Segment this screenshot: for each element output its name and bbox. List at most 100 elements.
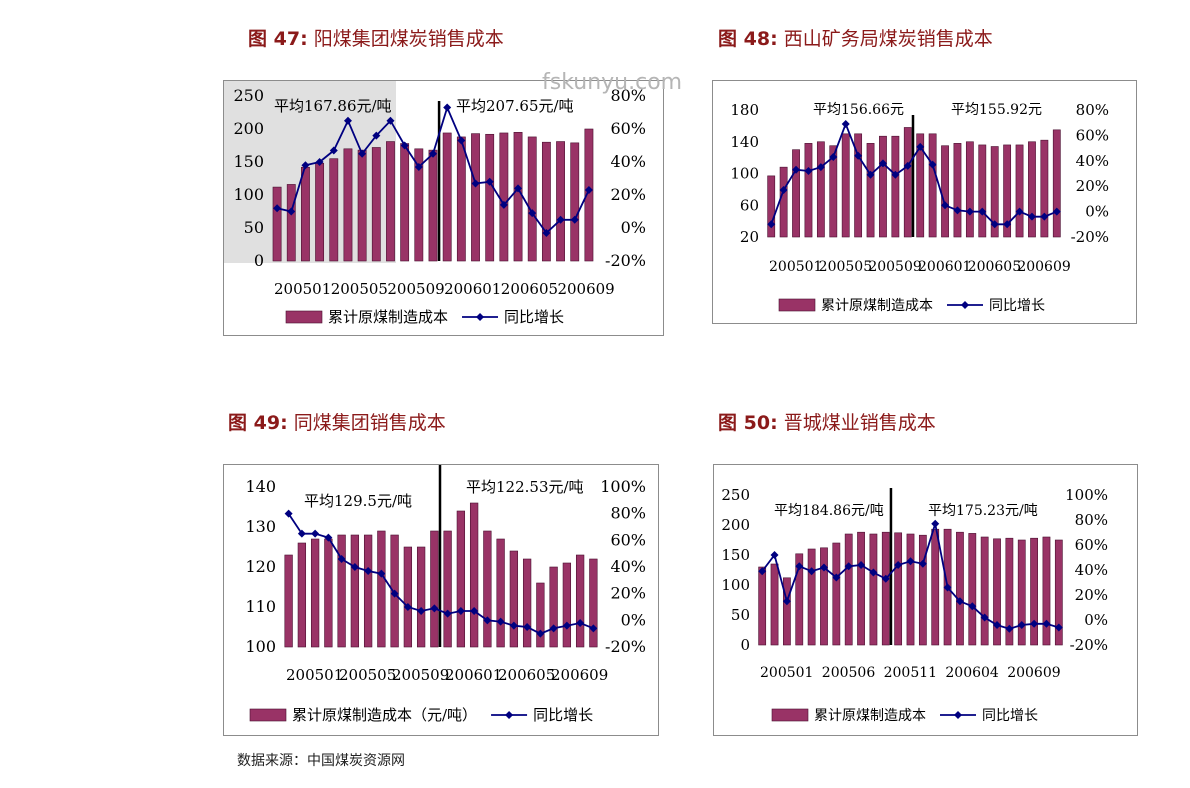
bar-cost [357,149,367,262]
x-tick-label: 200605 [501,280,558,298]
bar-cost [783,577,791,646]
bar-cost [1030,537,1038,646]
y2-tick-label: 60% [610,530,646,549]
bar-cost [879,135,887,238]
chart-49-plot: 100 110 120 130 140 -20% 0% 20% 40% 60% 80% 100% 平均1… [245,465,646,724]
line-point-marker [443,103,452,112]
legend-marker [476,313,485,321]
y2-tick-label: -20% [1071,228,1109,246]
x-tick-label: 200506 [822,665,876,681]
line-point-marker [832,573,841,582]
line-point-marker [906,557,915,566]
bar-cost [990,146,999,238]
line-point-marker [857,561,866,569]
figure-name: 西山矿务局煤炭销售成本 [783,28,993,50]
line-point-marker [430,604,439,613]
bar-cost [430,530,439,648]
x-tick-label: 200605 [498,666,555,684]
bar-cost [329,158,339,262]
y2-tick-label: 0% [621,610,646,629]
line-point-marker [324,533,333,542]
source-note: 数据来源：中国煤炭资源网 [237,753,405,769]
line-point-marker [496,617,505,626]
chart-panel-47: 0 50 100 150 200 250 -20% 0% 20% 40% 60% 80% 平均167.8… [223,80,664,336]
x-tick-label: 200605 [968,259,1021,275]
legend-label-growth: 同比增长 [989,298,1045,314]
bar-cost [371,147,381,262]
line-point-marker [1017,621,1026,629]
x-tick-label: 200501 [286,666,343,684]
bar-cost [1003,144,1012,238]
bar-cost [891,135,900,238]
bar-cost [795,553,804,646]
line-point-marker [1052,207,1061,216]
bar-cost [301,166,310,262]
bar-cost [832,542,841,646]
bar-cost [286,184,296,262]
y2-tick-label: 20% [610,584,646,603]
line-point-marker [364,567,373,575]
x-tick-label: 200505 [339,666,396,684]
line-point-marker [311,529,320,538]
chart-title-47: 图 47: 阳煤集团煤炭销售成本 [248,28,504,50]
average-annotation: 平均167.86元/吨 [274,97,392,115]
y2-tick-label: 80% [1076,101,1109,119]
x-tick-label: 200609 [1007,665,1060,681]
y-tick-label: 0 [254,251,264,270]
legend-label-cost: 累计原煤制造成本 [821,298,933,314]
legend-label-cost: 累计原煤制造成本 [328,308,448,326]
bar-cost [1028,141,1036,238]
bar-cost [527,136,537,262]
line-point-marker [301,161,310,170]
line-point-marker [514,184,523,193]
line-point-marker [841,119,850,128]
line-point-marker [854,151,863,160]
line-point-marker [483,616,492,625]
y-tick-label: 100 [721,576,750,594]
line-point-marker [993,621,1002,629]
line-point-marker [403,603,412,611]
line-point-marker [1042,619,1051,628]
bar-cost [377,530,386,648]
chart-panel-48: 20 60 100 140 180 -20% 0% 20% 40% 60% 80% 平均156.66元… [712,80,1137,324]
chart-title-50: 图 50: 晋城煤业销售成本 [718,412,936,434]
bar-cost [844,533,853,646]
average-annotation: 平均207.65元/吨 [456,97,574,115]
bar-cost [541,141,551,262]
bar-cost [549,566,558,648]
y2-tick-label: 0% [621,218,646,237]
figure-name: 同煤集团销售成本 [293,412,446,434]
bar-cost [310,538,320,648]
line-point-marker [570,215,579,224]
line-point-marker [329,146,338,155]
line-point-marker [931,519,940,528]
line-point-marker [1027,212,1036,221]
legend-marker [954,711,962,719]
line-point-marker [891,170,900,179]
bar-cost [575,554,585,648]
x-tick-label: 200601 [918,259,971,275]
y-tick-label: 100 [730,165,759,183]
line-point-marker [918,559,927,568]
y-tick-label: 110 [245,597,276,616]
line-point-marker [386,116,395,125]
bar-cost [841,133,850,238]
line-point-marker [792,165,801,174]
bar-cost [536,582,545,648]
y-tick-label: 50 [244,218,264,237]
y2-tick-label: 100% [600,477,646,496]
line-point-marker [414,162,423,171]
line-point-marker [903,161,912,170]
line-point-marker [523,623,532,631]
bar-cost [779,166,788,238]
y-tick-label: 130 [245,517,276,536]
y-tick-label: 200 [721,516,750,534]
line-point-marker [866,170,875,179]
line-point-marker [1030,619,1039,628]
line-point-marker [779,186,788,195]
line-point-marker [1054,623,1063,632]
figure-number: 图 48 [718,28,771,50]
bar-cost [442,132,452,262]
line-point-marker [377,569,386,578]
shaded-region [224,81,396,263]
